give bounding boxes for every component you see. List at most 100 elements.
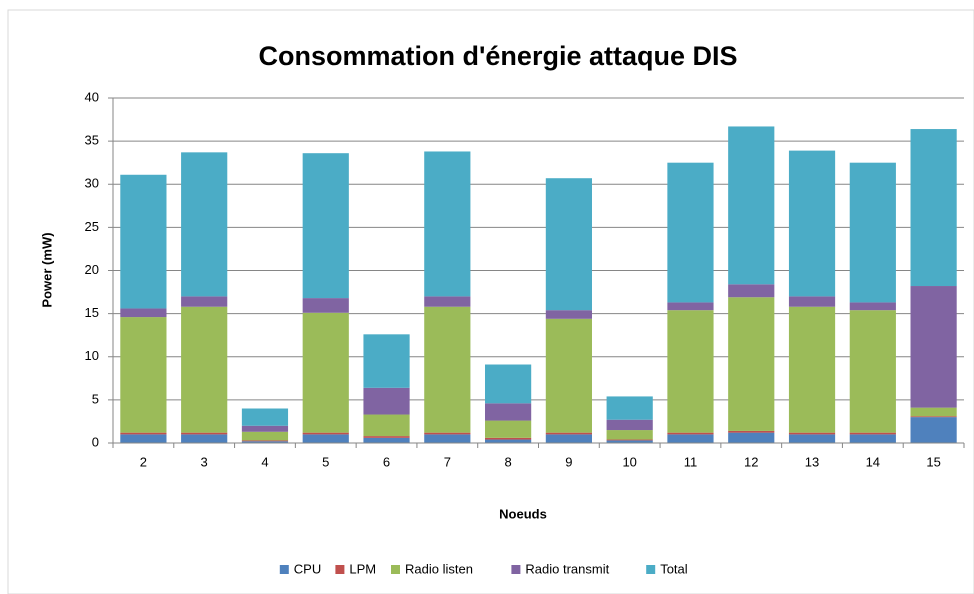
bar-segment <box>485 420 532 438</box>
x-tick-label: 9 <box>565 454 572 469</box>
bar-segment <box>181 296 228 307</box>
bar-segment <box>667 310 714 433</box>
bar-segment <box>241 440 289 442</box>
y-tick-label: 40 <box>85 89 99 104</box>
y-tick-label: 10 <box>85 348 99 363</box>
bar-segment <box>485 364 532 404</box>
bar-segment <box>485 437 532 440</box>
legend-label: Radio transmit <box>525 561 609 576</box>
bar-segment <box>302 298 349 313</box>
y-tick-label: 0 <box>92 434 99 449</box>
bar-segment <box>363 436 410 438</box>
bar-segment <box>788 296 836 307</box>
bar-segment <box>545 432 592 435</box>
legend-swatch <box>335 565 345 574</box>
legend-label: Radio listen <box>405 561 473 576</box>
bar-segment <box>424 434 471 443</box>
bar-segment <box>910 407 957 417</box>
x-tick-label: 12 <box>744 454 758 469</box>
bar-segment <box>910 417 957 443</box>
bar-segment <box>788 306 836 433</box>
legend-label: CPU <box>294 561 321 576</box>
bar-segment <box>849 310 896 433</box>
bar-segment <box>181 432 228 435</box>
x-tick-label: 8 <box>504 454 511 469</box>
bar-segment <box>181 152 228 297</box>
bar-segment <box>181 434 228 443</box>
bar-segment <box>424 306 471 433</box>
bar-segment <box>728 126 775 285</box>
x-tick-label: 13 <box>805 454 819 469</box>
bar-segment <box>849 302 896 311</box>
bar-segment <box>302 434 349 443</box>
bar-segment <box>241 441 289 443</box>
bar-segment <box>424 432 471 435</box>
y-axis-label: Power (mW) <box>39 232 54 307</box>
bar-segment <box>545 318 592 433</box>
bar-segment <box>788 150 836 297</box>
x-tick-label: 6 <box>383 454 390 469</box>
bar-segment <box>302 312 349 433</box>
bar-segment <box>728 297 775 431</box>
bar-segment <box>849 432 896 435</box>
bar-segment <box>606 430 653 440</box>
y-tick-label: 35 <box>85 133 99 148</box>
bar-segment <box>120 317 167 433</box>
bar-segment <box>728 432 775 443</box>
bar-segment <box>485 403 532 421</box>
bar-segment <box>910 129 957 287</box>
bar-segment <box>910 416 957 418</box>
bar-segment <box>606 439 653 441</box>
x-tick-label: 4 <box>261 454 268 469</box>
bar-segment <box>728 284 775 298</box>
y-tick-label: 25 <box>85 219 99 234</box>
bar-segment <box>363 414 410 437</box>
bar-segment <box>788 432 836 435</box>
bar-segment <box>363 334 410 388</box>
bar-segment <box>606 440 653 443</box>
legend-swatch <box>511 565 521 574</box>
bar-segment <box>545 310 592 319</box>
bar-segment <box>667 162 714 303</box>
x-tick-label: 15 <box>926 454 940 469</box>
bar-segment <box>120 432 167 435</box>
bar-segment <box>363 387 410 415</box>
x-tick-label: 14 <box>866 454 880 469</box>
bar-segment <box>545 178 592 311</box>
x-tick-label: 2 <box>140 454 147 469</box>
bar-segment <box>241 425 289 432</box>
bar-segment <box>424 296 471 307</box>
x-tick-label: 7 <box>444 454 451 469</box>
y-tick-label: 20 <box>85 262 99 277</box>
x-axis-label: Noeuds <box>499 506 547 521</box>
x-tick-label: 5 <box>322 454 329 469</box>
legend-swatch <box>391 565 400 574</box>
legend-label: Total <box>660 561 688 576</box>
bar-segment <box>120 434 167 443</box>
bar-segment <box>849 162 896 303</box>
x-tick-label: 11 <box>684 454 698 469</box>
y-tick-label: 30 <box>85 176 99 191</box>
legend-label: LPM <box>349 561 376 576</box>
legend-swatch <box>646 565 656 574</box>
bar-segment <box>728 430 775 433</box>
bar-segment <box>120 308 167 318</box>
bar-segment <box>363 437 410 443</box>
x-tick-label: 3 <box>201 454 208 469</box>
bar-segment <box>667 432 714 435</box>
bar-segment <box>667 302 714 311</box>
bar-segment <box>181 306 228 433</box>
bar-segment <box>302 153 349 299</box>
bar-segment <box>241 431 289 441</box>
bar-segment <box>120 174 167 309</box>
bar-segment <box>606 396 653 420</box>
legend-swatch <box>279 565 289 574</box>
y-tick-label: 5 <box>92 391 99 406</box>
bar-segment <box>424 151 471 297</box>
bar-segment <box>849 434 896 443</box>
bar-segment <box>241 408 289 426</box>
bar-segment <box>667 434 714 443</box>
y-tick-label: 15 <box>85 305 99 320</box>
bar-segment <box>302 432 349 435</box>
